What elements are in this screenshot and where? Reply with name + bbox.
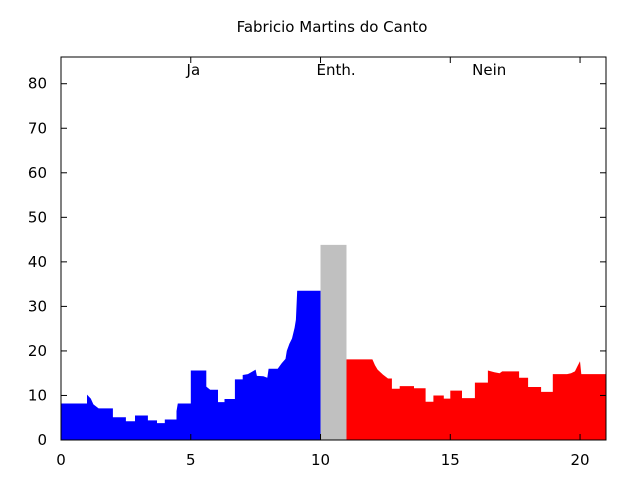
series-area-2 xyxy=(346,359,606,440)
tick-layer: 0 10 20 30 40 50 60 70 80 0 5 10 15 20 xyxy=(28,57,606,469)
y-tick-label: 50 xyxy=(28,208,47,226)
annotation-layer: Ja Enth. Nein xyxy=(186,61,507,79)
x-tick-label: 10 xyxy=(311,451,330,469)
x-tick-label: 20 xyxy=(571,451,590,469)
y-tick-label: 60 xyxy=(28,164,47,182)
annotation-label: Nein xyxy=(472,61,506,79)
x-tick-label: 15 xyxy=(441,451,460,469)
y-tick-label: 70 xyxy=(28,119,47,137)
annotation-label: Ja xyxy=(186,61,201,79)
plot-frame xyxy=(60,56,607,441)
series-area-0 xyxy=(61,290,321,440)
y-tick-label: 10 xyxy=(28,386,47,404)
y-tick-label: 30 xyxy=(28,297,47,315)
x-tick-label: 0 xyxy=(56,451,66,469)
y-tick-label: 0 xyxy=(37,431,47,449)
annotation-label: Enth. xyxy=(317,61,356,79)
y-tick-label: 40 xyxy=(28,253,47,271)
chart-title: Fabricio Martins do Canto xyxy=(237,18,428,36)
y-tick-label: 20 xyxy=(28,342,47,360)
y-tick-label: 80 xyxy=(28,75,47,93)
x-tick-label: 5 xyxy=(186,451,196,469)
series-area-1 xyxy=(320,244,347,440)
series-layer xyxy=(61,244,606,440)
